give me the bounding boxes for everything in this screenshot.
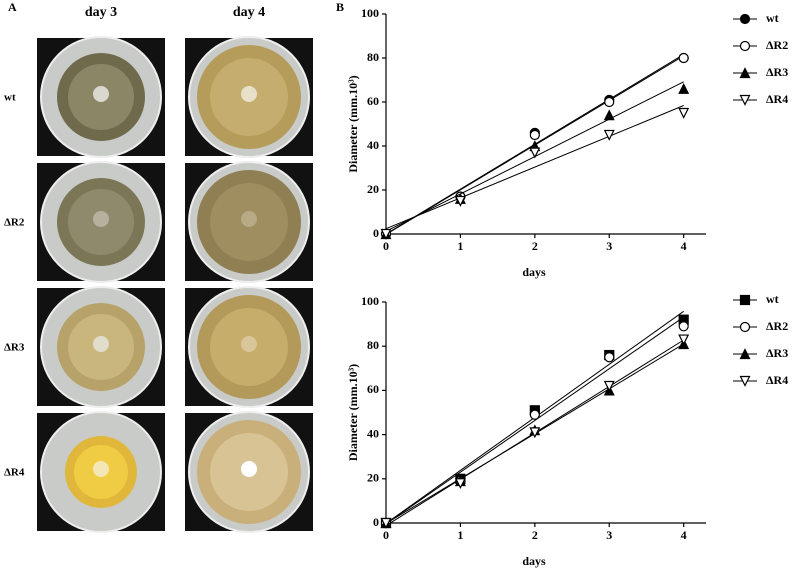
y-axis-label: Diameter (mm.10³)	[346, 364, 360, 461]
legend-label: ΔR3	[766, 65, 788, 79]
panel-label: B	[336, 0, 344, 14]
marker	[380, 228, 392, 240]
y-tick-label: 80	[367, 338, 379, 352]
marker	[739, 40, 751, 52]
row-label: ΔR2	[4, 217, 25, 229]
x-tick-label: 4	[681, 528, 687, 542]
marker	[604, 352, 615, 363]
marker	[454, 478, 466, 490]
marker	[739, 348, 751, 360]
marker	[529, 147, 541, 159]
x-axis-label: days	[522, 554, 546, 568]
colony-center	[241, 86, 257, 102]
y-tick-label: 40	[367, 138, 379, 152]
y-tick-label: 20	[367, 471, 379, 485]
colony-center	[241, 211, 257, 227]
legend-label: wt	[766, 11, 779, 25]
panel-label: A	[8, 0, 17, 14]
marker	[739, 67, 751, 79]
marker	[529, 427, 541, 439]
column-header: day 3	[85, 5, 117, 20]
x-tick-label: 3	[606, 528, 612, 542]
marker	[739, 294, 751, 306]
colony-center	[241, 336, 257, 352]
column-header: day 4	[233, 5, 265, 20]
x-tick-label: 2	[532, 528, 538, 542]
marker	[678, 334, 690, 346]
legend-label: ΔR2	[766, 319, 788, 333]
legend-label: ΔR4	[766, 92, 788, 106]
marker	[678, 82, 690, 94]
y-tick-label: 0	[373, 515, 379, 529]
marker	[603, 129, 615, 141]
colony-center	[93, 336, 109, 352]
row-label: ΔR3	[4, 342, 25, 354]
marker	[739, 375, 751, 387]
marker	[603, 109, 615, 121]
row-label: ΔR4	[4, 467, 25, 479]
y-axis-label: Diameter (mm.10³)	[346, 75, 360, 172]
legend-label: ΔR2	[766, 38, 788, 52]
marker	[678, 52, 689, 64]
row-label: wt	[4, 92, 16, 104]
marker	[529, 129, 540, 141]
marker	[529, 409, 540, 420]
marker	[380, 517, 392, 529]
y-tick-label: 20	[367, 182, 379, 196]
x-tick-label: 2	[532, 239, 538, 253]
x-tick-label: 0	[383, 239, 389, 253]
marker	[678, 107, 690, 119]
x-tick-label: 1	[457, 528, 463, 542]
y-tick-label: 60	[367, 382, 379, 396]
y-tick-label: 0	[373, 226, 379, 240]
x-tick-label: 1	[457, 239, 463, 253]
legend-label: ΔR4	[766, 373, 788, 387]
marker	[454, 195, 466, 207]
y-tick-label: 100	[361, 294, 379, 308]
colony-center	[93, 211, 109, 227]
colony-center	[93, 86, 109, 102]
x-axis-label: days	[522, 265, 546, 279]
y-tick-label: 40	[367, 426, 379, 440]
colony-center	[241, 461, 257, 477]
y-tick-label: 60	[367, 94, 379, 108]
marker	[604, 96, 615, 108]
x-tick-label: 3	[606, 239, 612, 253]
x-tick-label: 0	[383, 528, 389, 542]
legend-label: ΔR3	[766, 346, 788, 360]
marker	[739, 13, 751, 25]
trend-line	[385, 316, 684, 525]
legend-label: wt	[766, 292, 779, 306]
marker	[603, 380, 615, 392]
y-tick-label: 80	[367, 50, 379, 64]
marker	[678, 321, 689, 332]
trend-line	[385, 105, 684, 230]
marker	[739, 94, 751, 106]
marker	[739, 321, 751, 333]
y-tick-label: 100	[361, 6, 379, 20]
colony-center	[93, 461, 109, 477]
x-tick-label: 4	[681, 239, 687, 253]
